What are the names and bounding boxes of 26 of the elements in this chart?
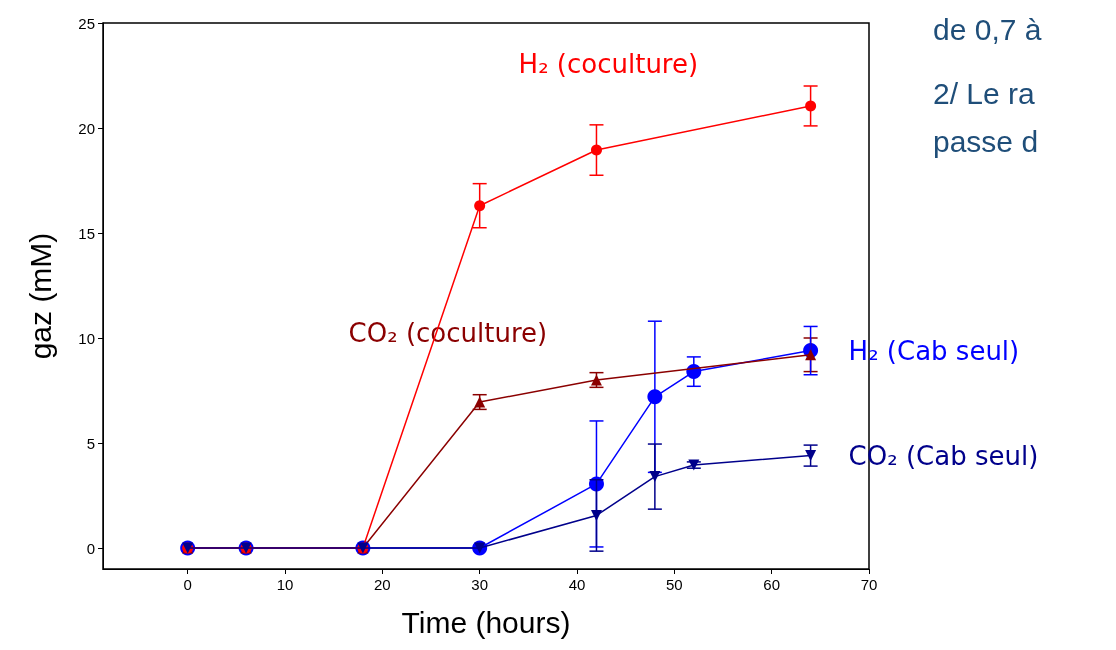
x-tick-label: 70 [860, 576, 878, 593]
x-tick-label: 50 [665, 576, 683, 593]
x-tick-label: 20 [374, 576, 391, 593]
point [805, 100, 817, 112]
y-tick-label: 0 [86, 539, 95, 557]
text: 2/ Le ra [933, 76, 1036, 110]
y-tick-label: 15 [78, 224, 95, 242]
point [805, 349, 817, 361]
y-axis-title: gaz (mM) [23, 232, 57, 360]
x-axis-title: Time (hours) [401, 605, 571, 639]
x-tick-label: 30 [471, 576, 489, 593]
y-tick-label: 5 [86, 434, 95, 452]
series-label: H₂ (coculture) [518, 48, 699, 79]
x-tick-label: 60 [763, 576, 781, 593]
point [474, 200, 486, 212]
point [590, 509, 602, 521]
x-tick-label: 10 [276, 576, 294, 593]
y-tick-label: 25 [78, 14, 95, 32]
point [590, 144, 602, 156]
x-tick-label: 40 [568, 576, 586, 593]
text: passe d [933, 124, 1039, 158]
point [649, 471, 661, 483]
y-tick-label: 20 [78, 119, 95, 137]
text: de 0,7 à [933, 12, 1042, 46]
x-tick-label: 0 [183, 576, 192, 593]
y-tick-label: 10 [78, 329, 95, 347]
